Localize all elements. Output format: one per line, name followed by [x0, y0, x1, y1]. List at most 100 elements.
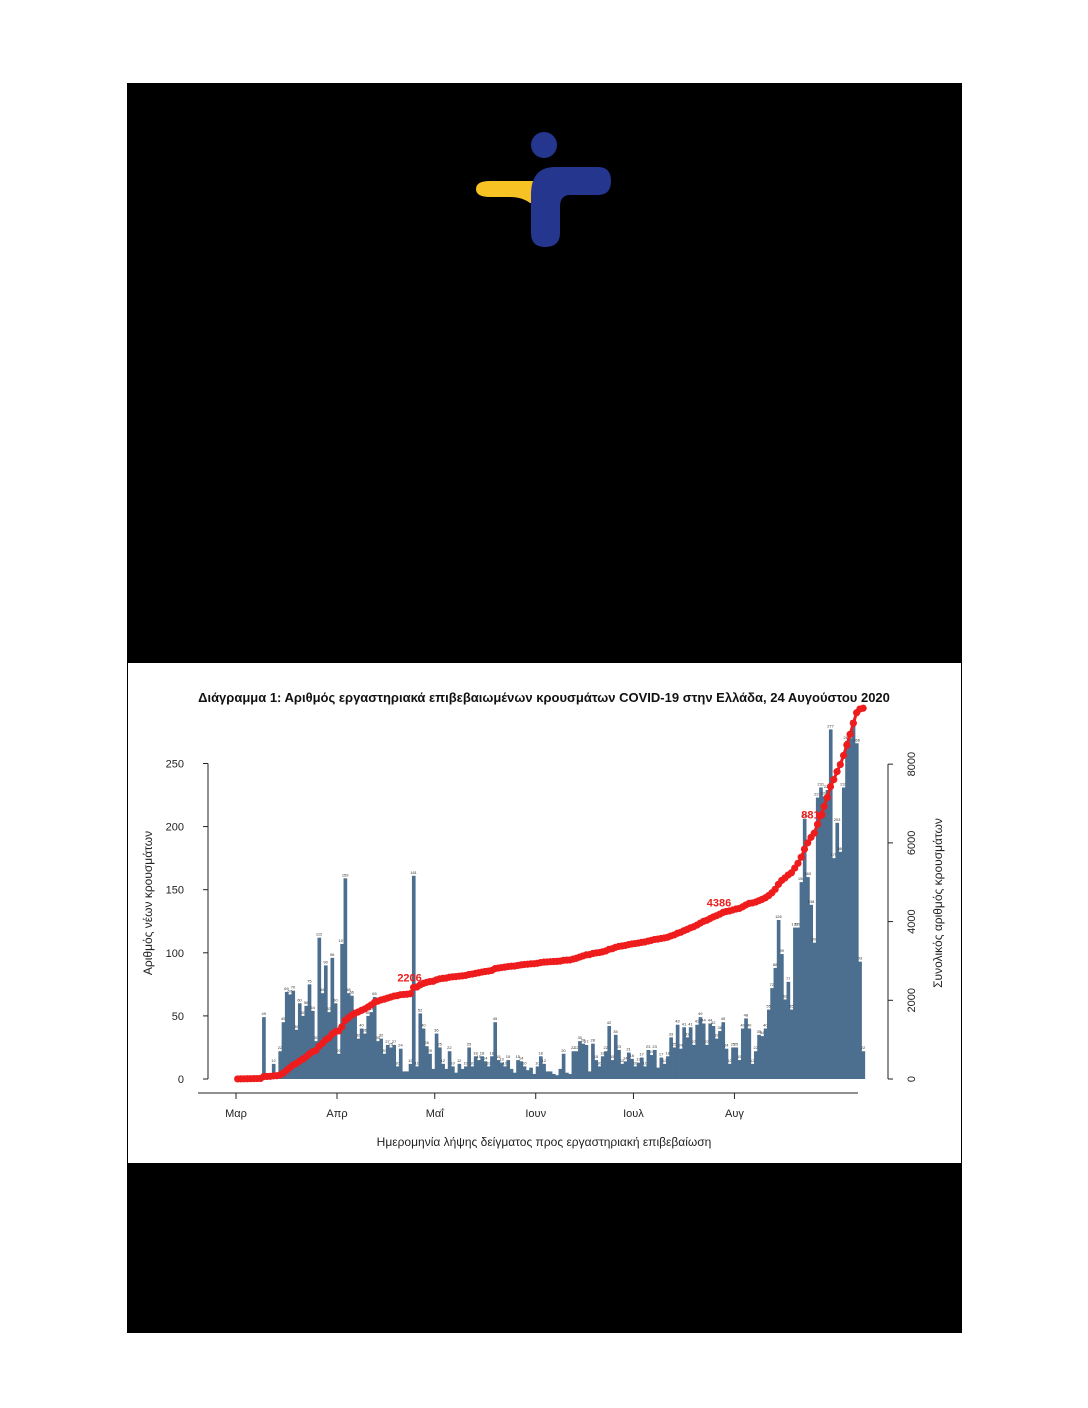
- bar-value-label: 40: [740, 1023, 745, 1028]
- bar-value-label: 10: [597, 1060, 602, 1065]
- bar: [262, 1017, 266, 1079]
- bar: [480, 1056, 485, 1079]
- bar: [594, 1060, 599, 1079]
- bar: [669, 1037, 673, 1079]
- bar: [718, 1031, 722, 1079]
- bar: [343, 878, 348, 1079]
- bar-value-label: 14: [519, 1055, 524, 1060]
- bar: [398, 1048, 403, 1079]
- bar-value-label: 68: [346, 987, 351, 992]
- bar: [747, 1028, 752, 1079]
- bar-value-label: 12: [620, 1058, 625, 1063]
- bar: [682, 1027, 686, 1079]
- bar-value-label: 25: [731, 1041, 736, 1046]
- bar: [656, 1067, 660, 1079]
- bar: [662, 1063, 667, 1079]
- bar: [363, 1033, 367, 1079]
- bar: [581, 1043, 585, 1079]
- bar-value-label: 40: [421, 1023, 426, 1028]
- bar-value-label: 52: [418, 1007, 423, 1012]
- bar-value-label: 22: [574, 1045, 579, 1050]
- bar-value-label: 24: [678, 1043, 683, 1048]
- bar: [568, 1073, 572, 1079]
- bar-value-label: 96: [330, 952, 335, 957]
- bar-value-label: 27: [392, 1039, 397, 1044]
- bar: [545, 1071, 550, 1079]
- bar-value-label: 107: [339, 938, 346, 943]
- bar-value-label: 53: [327, 1006, 332, 1011]
- bar: [854, 743, 859, 1079]
- bar: [323, 965, 328, 1079]
- bar-value-label: 30: [376, 1035, 381, 1040]
- bar-value-label: 60: [333, 997, 338, 1002]
- bar: [617, 1049, 621, 1079]
- bar-value-label: 108: [811, 937, 818, 942]
- bar-value-label: 10: [450, 1060, 455, 1065]
- bar: [731, 1047, 735, 1079]
- bar: [509, 1068, 514, 1079]
- bar: [858, 961, 862, 1079]
- bar-value-label: 231: [840, 781, 847, 786]
- bar: [525, 1070, 530, 1079]
- bar: [359, 1028, 364, 1079]
- y-axis-right-label: Συνολικός αριθμός κρουσμάτων: [931, 818, 945, 988]
- bar-value-label: 18: [473, 1050, 478, 1055]
- bar-value-label: 12: [727, 1058, 732, 1063]
- bar: [428, 1053, 432, 1079]
- axes-layer: 0 50 100 150 200 250 0 2000 4000 6000 8000 Μαρ Απρ Μα…: [166, 752, 918, 1120]
- bar-value-label: 12: [441, 1058, 446, 1063]
- y-left-tick-label: 250: [166, 758, 184, 770]
- cumulative-point: [839, 751, 848, 760]
- bar: [750, 1063, 755, 1079]
- bar-value-label: 224: [821, 790, 828, 795]
- bar: [698, 1017, 703, 1079]
- bar: [454, 1072, 458, 1079]
- bar-value-label: 27: [385, 1039, 390, 1044]
- bar-value-label: 39: [294, 1024, 299, 1029]
- bar: [649, 1055, 654, 1079]
- x-tick-label: Απρ: [326, 1108, 347, 1120]
- bar: [392, 1044, 397, 1079]
- bar-value-label: 65: [372, 991, 377, 996]
- bar: [327, 1012, 331, 1079]
- bar: [447, 1051, 452, 1079]
- bar: [646, 1049, 651, 1079]
- chart-title: Διάγραμμα 1: Αριθμός εργαστηριακά επιβεβ…: [198, 690, 890, 705]
- bar: [666, 1056, 670, 1079]
- bar-value-label: 22: [604, 1045, 609, 1050]
- bar: [493, 1022, 498, 1079]
- bar: [434, 1033, 439, 1079]
- bar: [294, 1029, 299, 1079]
- bar-value-label: 32: [356, 1033, 361, 1038]
- covid-cases-chart: Διάγραμμα 1: Αριθμός εργαστηριακά επιβεβ…: [141, 690, 945, 1149]
- bar-value-label: 25: [467, 1041, 472, 1046]
- bar-value-label: 10: [486, 1060, 491, 1065]
- bar: [366, 1015, 370, 1079]
- bar: [561, 1053, 566, 1079]
- bar-value-label: 34: [760, 1030, 765, 1035]
- bar-value-label: 223: [814, 792, 821, 797]
- bar: [786, 981, 791, 1079]
- bar-value-label: 49: [261, 1011, 266, 1016]
- bar: [724, 1048, 729, 1079]
- bar-value-label: 55: [789, 1004, 794, 1009]
- bar: [851, 724, 856, 1079]
- bar-value-label: 75: [307, 978, 312, 983]
- bar: [516, 1060, 520, 1079]
- bar: [584, 1044, 589, 1079]
- bar: [659, 1057, 664, 1079]
- bar-value-label: 69: [284, 986, 289, 991]
- bar-value-label: 49: [698, 1011, 703, 1016]
- x-tick-label: Αυγ: [725, 1108, 744, 1120]
- bar-value-label: 30: [314, 1035, 319, 1040]
- bar: [558, 1068, 563, 1079]
- bar: [597, 1066, 602, 1079]
- bar: [382, 1053, 387, 1079]
- bar: [727, 1063, 732, 1079]
- bar-value-label: 35: [613, 1029, 618, 1034]
- bar-value-label: 24: [724, 1043, 729, 1048]
- bar-value-label: 10: [643, 1060, 648, 1065]
- cumulative-point: [846, 730, 854, 738]
- eody-logo: [470, 125, 620, 255]
- bar-value-label: 13: [499, 1057, 504, 1062]
